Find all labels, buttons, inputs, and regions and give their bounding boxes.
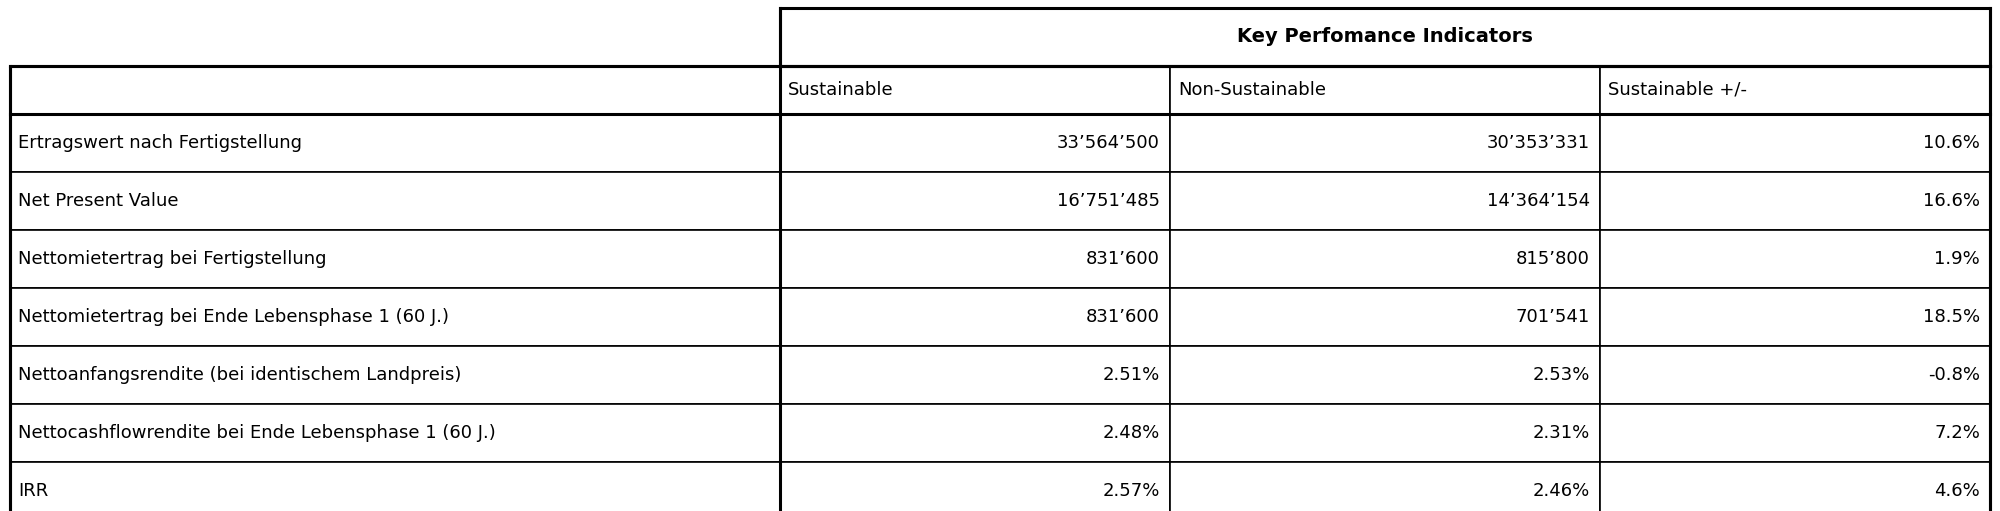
- Text: Sustainable +/-: Sustainable +/-: [1608, 81, 1748, 99]
- Text: 815’800: 815’800: [1516, 250, 1590, 268]
- Text: 2.46%: 2.46%: [1532, 482, 1590, 500]
- Bar: [1170, 66, 1600, 114]
- Bar: [1600, 172, 1990, 230]
- Text: 2.31%: 2.31%: [1532, 424, 1590, 442]
- Text: 18.5%: 18.5%: [1922, 308, 1980, 326]
- Text: Nettomietertrag bei Ende Lebensphase 1 (60 J.): Nettomietertrag bei Ende Lebensphase 1 (…: [18, 308, 448, 326]
- Bar: [1170, 462, 1600, 511]
- Text: 2.57%: 2.57%: [1102, 482, 1160, 500]
- Bar: [780, 404, 1170, 462]
- Text: Sustainable: Sustainable: [788, 81, 894, 99]
- Bar: [1170, 346, 1600, 404]
- Bar: [10, 114, 780, 172]
- Text: Ertragswert nach Fertigstellung: Ertragswert nach Fertigstellung: [18, 134, 302, 152]
- Bar: [10, 66, 1990, 511]
- Text: 831’600: 831’600: [1086, 308, 1160, 326]
- Bar: [1600, 288, 1990, 346]
- Text: 1.9%: 1.9%: [1934, 250, 1980, 268]
- Text: 2.53%: 2.53%: [1532, 366, 1590, 384]
- Bar: [10, 172, 780, 230]
- Text: Net Present Value: Net Present Value: [18, 192, 178, 210]
- Text: Nettomietertrag bei Fertigstellung: Nettomietertrag bei Fertigstellung: [18, 250, 326, 268]
- Bar: [1600, 230, 1990, 288]
- Bar: [1170, 404, 1600, 462]
- Bar: [1600, 404, 1990, 462]
- Bar: [780, 8, 1990, 66]
- Bar: [780, 462, 1170, 511]
- Bar: [1170, 230, 1600, 288]
- Text: 4.6%: 4.6%: [1934, 482, 1980, 500]
- Text: 7.2%: 7.2%: [1934, 424, 1980, 442]
- Text: 701’541: 701’541: [1516, 308, 1590, 326]
- Bar: [1600, 114, 1990, 172]
- Bar: [10, 404, 780, 462]
- Bar: [1170, 114, 1600, 172]
- Text: 33’564’500: 33’564’500: [1058, 134, 1160, 152]
- Bar: [780, 8, 1990, 66]
- Bar: [10, 66, 780, 114]
- Bar: [1600, 462, 1990, 511]
- Text: Nettoanfangsrendite (bei identischem Landpreis): Nettoanfangsrendite (bei identischem Lan…: [18, 366, 462, 384]
- Bar: [10, 288, 780, 346]
- Bar: [10, 462, 780, 511]
- Text: IRR: IRR: [18, 482, 48, 500]
- Bar: [780, 230, 1170, 288]
- Bar: [780, 172, 1170, 230]
- Text: -0.8%: -0.8%: [1928, 366, 1980, 384]
- Bar: [780, 288, 1170, 346]
- Text: 16.6%: 16.6%: [1924, 192, 1980, 210]
- Text: 16’751’485: 16’751’485: [1056, 192, 1160, 210]
- Bar: [780, 346, 1170, 404]
- Text: 831’600: 831’600: [1086, 250, 1160, 268]
- Text: 2.48%: 2.48%: [1102, 424, 1160, 442]
- Bar: [780, 114, 1170, 172]
- Text: 2.51%: 2.51%: [1102, 366, 1160, 384]
- Bar: [1170, 288, 1600, 346]
- Text: 14’364’154: 14’364’154: [1486, 192, 1590, 210]
- Text: Key Perfomance Indicators: Key Perfomance Indicators: [1238, 28, 1532, 47]
- Bar: [10, 230, 780, 288]
- Text: Nettocashflowrendite bei Ende Lebensphase 1 (60 J.): Nettocashflowrendite bei Ende Lebensphas…: [18, 424, 496, 442]
- Text: 30’353’331: 30’353’331: [1486, 134, 1590, 152]
- Bar: [10, 346, 780, 404]
- Bar: [1170, 172, 1600, 230]
- Text: 10.6%: 10.6%: [1924, 134, 1980, 152]
- Text: Non-Sustainable: Non-Sustainable: [1178, 81, 1326, 99]
- Bar: [1600, 346, 1990, 404]
- Bar: [1600, 66, 1990, 114]
- Bar: [780, 66, 1170, 114]
